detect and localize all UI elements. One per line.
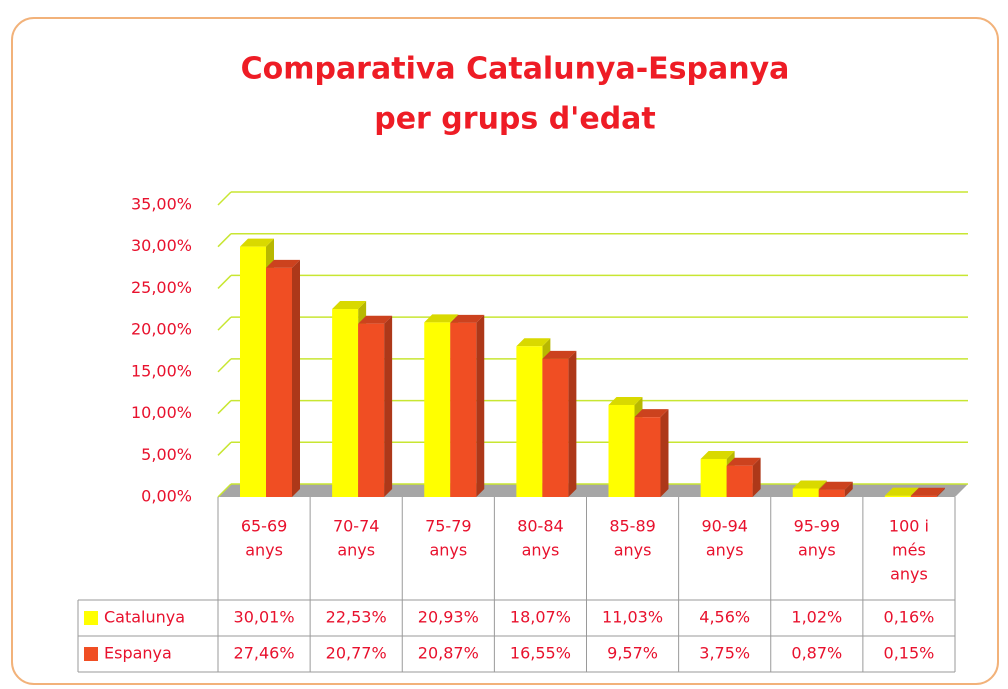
data-label: 20,77% [326, 644, 387, 663]
bar-top [266, 259, 300, 268]
data-label: 20,87% [418, 644, 479, 663]
chart-title: per grups d'edat [374, 102, 656, 137]
y-tick-label: 0,00% [141, 487, 192, 506]
bar-top [726, 457, 761, 466]
bar-top [424, 314, 459, 323]
bar [818, 489, 845, 497]
grid-line [217, 274, 232, 289]
bar [910, 495, 937, 497]
bar-side [476, 314, 485, 497]
bar-top [792, 480, 827, 489]
bar [542, 358, 569, 497]
x-tick-label: anys [706, 541, 744, 560]
data-label: 16,55% [510, 644, 571, 663]
x-tick-label: anys [614, 541, 652, 560]
bar-top [332, 301, 367, 310]
data-label: 22,53% [326, 608, 387, 627]
bar [450, 322, 477, 497]
chart-title: Comparativa Catalunya-Espanya [241, 52, 790, 87]
grid-line [217, 233, 232, 248]
bar-side [568, 350, 577, 497]
bar-side [384, 315, 393, 497]
data-label: 3,75% [699, 644, 750, 663]
y-tick-label: 30,00% [131, 236, 192, 255]
bar-top [910, 487, 945, 496]
grid-line [217, 191, 232, 206]
bar [884, 495, 911, 497]
data-label: 0,16% [884, 608, 935, 627]
x-tick-label: 95-99 [794, 517, 841, 536]
data-label: 30,01% [234, 608, 295, 627]
legend-swatch [84, 611, 98, 625]
bar-top [516, 338, 551, 347]
legend-label: Espanya [104, 644, 172, 663]
legend-label: Catalunya [104, 608, 185, 627]
data-label: 0,15% [884, 644, 935, 663]
data-label: 4,56% [699, 608, 750, 627]
grid-line [217, 316, 232, 331]
bar-side [936, 487, 945, 497]
bar-top [884, 487, 919, 496]
y-tick-label: 25,00% [131, 278, 192, 297]
x-tick-label: 75-79 [425, 517, 472, 536]
x-tick-label: 85-89 [609, 517, 656, 536]
y-tick-label: 15,00% [131, 361, 192, 380]
bar-top [240, 238, 274, 247]
bar-top [542, 350, 577, 359]
bar-side [660, 409, 669, 497]
bar [700, 458, 727, 497]
x-tick-label: 90-94 [701, 517, 748, 536]
y-tick-label: 35,00% [131, 195, 192, 214]
y-tick-label: 10,00% [131, 403, 192, 422]
x-tick-label: anys [245, 541, 283, 560]
x-tick-label: anys [798, 541, 836, 560]
bar-top [608, 396, 643, 405]
data-label: 1,02% [791, 608, 842, 627]
y-tick-label: 5,00% [141, 445, 192, 464]
bar [358, 323, 385, 497]
legend-swatch [84, 647, 98, 661]
bar-side [292, 259, 300, 497]
grid-line [217, 400, 232, 415]
bar [792, 488, 819, 497]
bar [240, 246, 266, 497]
x-tick-label: més [892, 541, 926, 560]
bar [266, 267, 292, 497]
bar-top [700, 450, 735, 459]
bar-top [818, 481, 853, 490]
data-label: 0,87% [791, 644, 842, 663]
grid-line [217, 483, 232, 498]
bar [608, 404, 635, 497]
x-tick-label: 65-69 [241, 517, 288, 536]
chart-frame [11, 17, 999, 685]
x-tick-label: anys [337, 541, 375, 560]
bar-side [844, 481, 853, 497]
bar-top [634, 409, 669, 418]
bar [332, 309, 359, 497]
bar-top [450, 314, 485, 323]
grid-line [217, 441, 232, 456]
floor [218, 484, 968, 497]
y-tick-label: 20,00% [131, 320, 192, 339]
data-label: 11,03% [602, 608, 663, 627]
bar [516, 346, 543, 497]
x-tick-label: 70-74 [333, 517, 380, 536]
x-tick-label: anys [890, 565, 928, 584]
data-label: 9,57% [607, 644, 658, 663]
x-tick-label: 80-84 [517, 517, 564, 536]
bar [424, 322, 451, 497]
data-label: 18,07% [510, 608, 571, 627]
bar [726, 465, 753, 497]
bar-top [358, 315, 393, 324]
x-tick-label: 100 i [889, 517, 929, 536]
x-tick-label: anys [522, 541, 560, 560]
data-label: 27,46% [234, 644, 295, 663]
bar-side [752, 457, 761, 497]
x-tick-label: anys [429, 541, 467, 560]
grid-line [217, 358, 232, 373]
data-label: 20,93% [418, 608, 479, 627]
bar [634, 417, 661, 497]
